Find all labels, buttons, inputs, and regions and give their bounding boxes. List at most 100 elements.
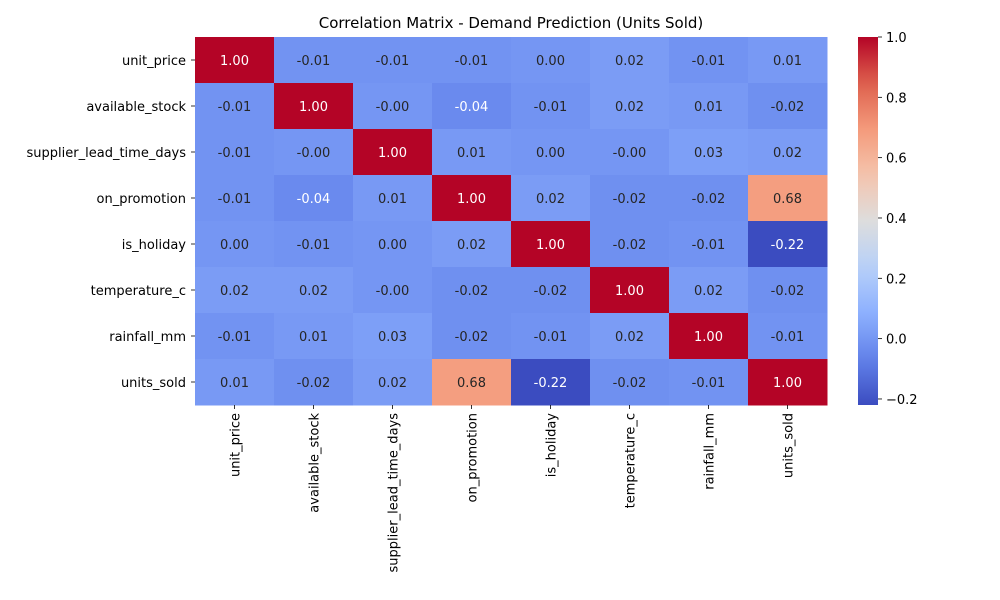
heatmap-cell: [432, 221, 512, 268]
cell-label: 0.02: [615, 330, 644, 345]
cell-label: -0.02: [613, 376, 647, 391]
heatmap-cell: [748, 221, 828, 268]
cell-label: -0.00: [376, 100, 410, 115]
colorbar-tick-label: 0.0: [886, 333, 907, 348]
cell-label: 0.00: [536, 146, 565, 161]
heatmap-cell: [590, 313, 670, 360]
heatmap-cell: [353, 129, 433, 176]
heatmap-cell: [511, 83, 591, 130]
heatmap-cell: [432, 37, 512, 84]
cell-label: -0.00: [297, 146, 331, 161]
cell-label: -0.22: [534, 376, 568, 391]
heatmap-cell: [669, 175, 749, 222]
heatmap-cell: [195, 221, 275, 268]
colorbar-tick-label: 0.4: [886, 212, 907, 227]
heatmap-cell: [274, 37, 354, 84]
cell-label: -0.01: [376, 54, 410, 69]
heatmap-cell: [195, 175, 275, 222]
heatmap-cell: [511, 175, 591, 222]
heatmap-cell: [669, 313, 749, 360]
heatmap-cell: [511, 221, 591, 268]
cell-label: -0.02: [771, 100, 805, 115]
heatmap-cell: [195, 313, 275, 360]
cell-label: 0.01: [694, 100, 723, 115]
heatmap-cell: [353, 359, 433, 406]
cell-label: 0.01: [220, 376, 249, 391]
heatmap-cell: [432, 313, 512, 360]
heatmap-cell: [748, 267, 828, 314]
cell-label: 0.02: [299, 284, 328, 299]
heatmap-cell: [748, 359, 828, 406]
cell-label: -0.01: [692, 238, 726, 253]
colorbar-tick-label: 1.0: [886, 31, 907, 46]
cell-label: 0.02: [220, 284, 249, 299]
cell-label: -0.04: [455, 100, 489, 115]
heatmap-cell: [195, 83, 275, 130]
x-tick-label: temperature_c: [624, 413, 639, 508]
cell-label: 0.00: [536, 54, 565, 69]
heatmap-cell: [590, 83, 670, 130]
heatmap-cell: [590, 267, 670, 314]
y-tick-label: available_stock: [86, 100, 186, 115]
cell-label: 0.68: [457, 376, 486, 391]
heatmap-cell: [274, 129, 354, 176]
cell-label: -0.01: [534, 330, 568, 345]
cell-label: -0.01: [771, 330, 805, 345]
cell-label: 0.02: [694, 284, 723, 299]
x-axis: unit_price available_stock supplier_lead_t…: [229, 405, 797, 572]
heatmap-cell: [511, 37, 591, 84]
x-tick-label: unit_price: [229, 413, 244, 477]
heatmap-cell: [669, 267, 749, 314]
heatmap-cell: [195, 37, 275, 84]
cell-label: -0.02: [534, 284, 568, 299]
y-axis: unit_price available_stock supplier_lead_t…: [27, 54, 195, 391]
cell-label: -0.01: [297, 238, 331, 253]
cell-label: -0.02: [771, 284, 805, 299]
cell-label: -0.22: [771, 238, 805, 253]
heatmap-cell: [511, 129, 591, 176]
cell-label: -0.00: [376, 284, 410, 299]
colorbar-ticks: −0.2 0.0 0.2 0.4 0.6 0.8 1.0: [878, 31, 918, 408]
heatmap-cell: [669, 359, 749, 406]
cell-label: -0.01: [218, 192, 252, 207]
heatmap-cell: [748, 313, 828, 360]
heatmap-cell: [669, 221, 749, 268]
heatmap-cell: [511, 313, 591, 360]
cell-label: 0.68: [773, 192, 802, 207]
heatmap-cell: [353, 221, 433, 268]
heatmap-cell: [353, 37, 433, 84]
heatmap-cell: [432, 359, 512, 406]
cell-label: -0.02: [455, 284, 489, 299]
heatmap-cell: [432, 267, 512, 314]
cell-label: -0.02: [455, 330, 489, 345]
cell-label: -0.01: [297, 54, 331, 69]
heatmap-cell: [432, 83, 512, 130]
heatmap-cell: [511, 359, 591, 406]
y-tick-label: units_sold: [121, 376, 186, 391]
cell-label: -0.01: [692, 376, 726, 391]
cell-label: -0.01: [218, 330, 252, 345]
heatmap-cell: [432, 129, 512, 176]
chart-title: Correlation Matrix - Demand Prediction (…: [319, 14, 704, 32]
cell-label: 0.00: [220, 238, 249, 253]
heatmap-cell: [353, 175, 433, 222]
heatmap-cell: [748, 83, 828, 130]
cell-label: -0.01: [218, 146, 252, 161]
cell-label: 0.02: [615, 100, 644, 115]
heatmap-cell: [748, 37, 828, 84]
cell-label: 0.03: [694, 146, 723, 161]
cell-label: 1.00: [457, 192, 486, 207]
cell-label: -0.01: [455, 54, 489, 69]
colorbar-tick-label: −0.2: [886, 393, 918, 408]
heatmap-cell: [274, 175, 354, 222]
colorbar-tick-label: 0.8: [886, 91, 907, 106]
colorbar: −0.2 0.0 0.2 0.4 0.6 0.8 1.0: [858, 31, 918, 408]
cell-label: 0.02: [536, 192, 565, 207]
cell-label: -0.01: [534, 100, 568, 115]
cell-label: -0.00: [613, 146, 647, 161]
heatmap-cell: [353, 267, 433, 314]
cell-label: -0.02: [613, 192, 647, 207]
cell-label: -0.01: [692, 54, 726, 69]
y-tick-label: on_promotion: [97, 192, 186, 207]
